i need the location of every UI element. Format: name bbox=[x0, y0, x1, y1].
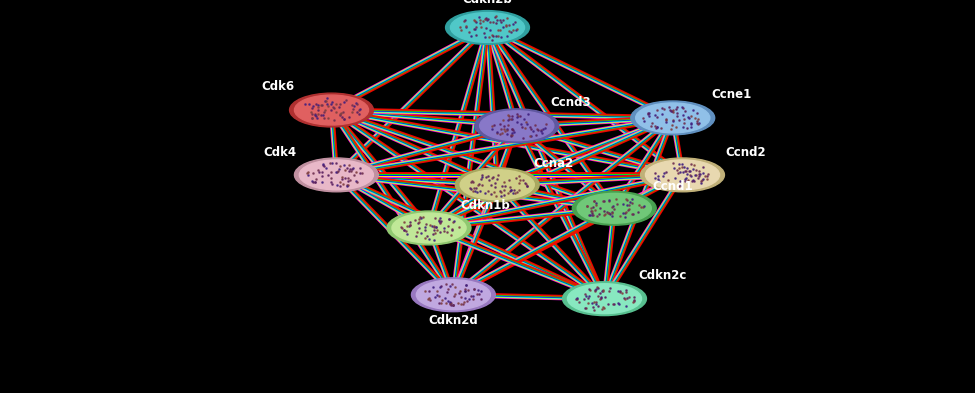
Circle shape bbox=[460, 170, 534, 200]
Circle shape bbox=[577, 193, 651, 223]
Circle shape bbox=[416, 280, 490, 310]
Text: Ccna2: Ccna2 bbox=[533, 156, 574, 170]
Text: Cdkn2d: Cdkn2d bbox=[428, 314, 479, 327]
Text: Cdkn2b: Cdkn2b bbox=[462, 0, 513, 6]
Circle shape bbox=[480, 111, 554, 141]
Circle shape bbox=[392, 213, 466, 243]
Circle shape bbox=[294, 158, 378, 192]
Circle shape bbox=[455, 168, 539, 202]
Text: Cdk6: Cdk6 bbox=[261, 80, 294, 93]
Circle shape bbox=[411, 278, 495, 312]
Text: Cdkn2c: Cdkn2c bbox=[639, 269, 687, 283]
Circle shape bbox=[387, 211, 471, 245]
Circle shape bbox=[299, 160, 373, 190]
Text: Cdk4: Cdk4 bbox=[263, 145, 296, 159]
Circle shape bbox=[567, 284, 642, 314]
Circle shape bbox=[475, 109, 559, 143]
Circle shape bbox=[294, 95, 369, 125]
Text: Ccnd1: Ccnd1 bbox=[652, 180, 693, 193]
Circle shape bbox=[446, 11, 529, 44]
Text: Ccnd3: Ccnd3 bbox=[550, 95, 591, 109]
Circle shape bbox=[641, 158, 724, 192]
Circle shape bbox=[450, 13, 525, 42]
Text: Ccne1: Ccne1 bbox=[711, 88, 752, 101]
Circle shape bbox=[572, 191, 656, 225]
Circle shape bbox=[563, 282, 646, 316]
Circle shape bbox=[290, 93, 373, 127]
Text: Cdkn1b: Cdkn1b bbox=[460, 198, 511, 212]
Circle shape bbox=[631, 101, 715, 135]
Text: Ccnd2: Ccnd2 bbox=[725, 145, 766, 159]
Circle shape bbox=[636, 103, 710, 133]
Circle shape bbox=[645, 160, 720, 190]
